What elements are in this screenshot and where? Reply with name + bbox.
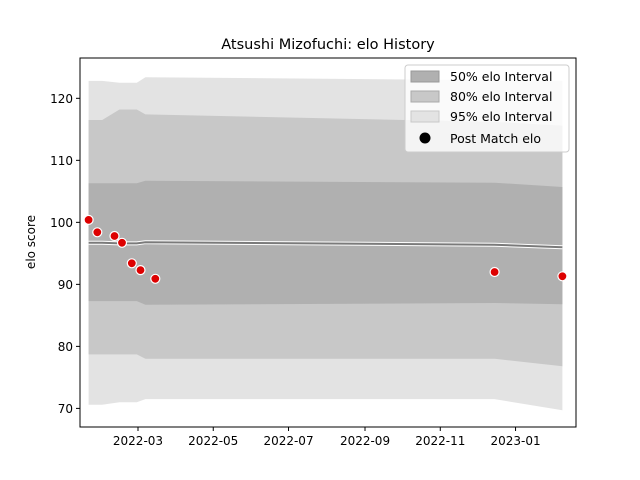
y-axis-ticks: 70 80 90 100 110 120 [50,92,80,416]
mean-line-group [88,240,563,250]
chart-title: Atsushi Mizofuchi: elo History [221,37,435,53]
legend-label-50: 50% elo Interval [450,69,552,84]
y-tick-label: 100 [50,216,73,230]
post-match-point [135,265,146,276]
post-match-point [126,258,137,269]
legend-label-95: 95% elo Interval [450,109,552,124]
y-tick-label: 70 [58,402,73,416]
x-axis-ticks: 2022-03 2022-05 2022-07 2022-09 2022-11 2023-… [113,427,541,448]
x-tick-label: 2022-03 [113,434,163,448]
legend-marker-point [419,132,431,144]
confidence-bands [88,77,563,411]
y-tick-label: 120 [50,92,73,106]
legend-swatch-50 [410,70,440,83]
post-match-point [150,273,161,284]
legend: 50% elo Interval 80% elo Interval 95% el… [404,64,570,153]
y-axis-label: elo score [24,215,38,269]
post-match-point [116,237,128,248]
post-match-point [489,266,500,278]
post-match-points [83,214,568,284]
legend-box [404,64,570,153]
legend-label-points: Post Match elo [450,131,541,146]
legend-label-80: 80% elo Interval [450,89,552,104]
y-tick-label: 90 [58,278,73,292]
post-match-point [109,230,120,242]
x-tick-label: 2022-11 [415,434,465,448]
y-tick-label: 110 [50,154,73,168]
legend-swatch-95 [410,110,440,123]
x-tick-label: 2022-07 [263,434,313,448]
x-tick-label: 2022-09 [340,434,390,448]
plot-frame [79,57,577,428]
post-match-point [83,214,94,225]
post-match-point [92,227,103,238]
x-tick-label: 2022-05 [188,434,238,448]
y-tick-label: 80 [58,340,73,354]
post-match-point [557,271,568,282]
legend-swatch-80 [410,90,440,103]
x-tick-label: 2023-01 [490,434,540,448]
mean-line [88,241,563,249]
